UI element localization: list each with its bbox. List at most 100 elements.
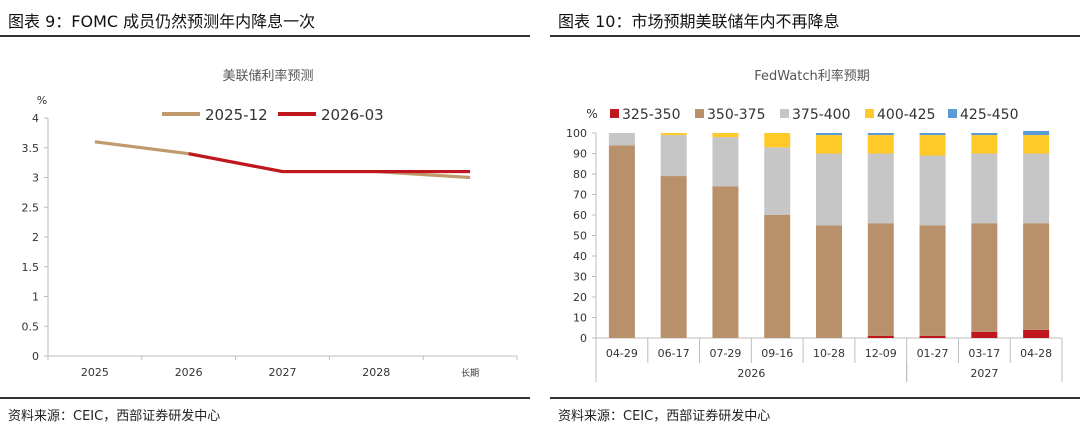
bar-legend-label: 375-400	[792, 107, 851, 123]
bar-chart-x-tick-label: 04-29	[606, 347, 638, 360]
line-chart-y-tick-label: 2	[32, 231, 39, 244]
bar-segment-325-350-12-09	[867, 335, 894, 338]
bar-chart-title: FedWatch利率预期	[754, 68, 870, 84]
right-figure-title: 图表 10：市场预期美联储年内不再降息	[558, 12, 840, 31]
line-chart-y-tick-label: 2.5	[22, 201, 40, 214]
bar-segment-350-375-01-27	[919, 225, 946, 336]
right-source-note: 资料来源：CEIC，西部证券研发中心	[558, 409, 771, 424]
line-legend-label: 2025-12	[205, 106, 268, 124]
left-source-note: 资料来源：CEIC，西部证券研发中心	[8, 409, 221, 424]
bar-segment-425-450-10-28	[816, 133, 842, 136]
bar-segment-425-450-12-09	[867, 133, 894, 136]
bar-segment-350-375-09-16	[764, 215, 791, 338]
bar-chart-y-tick-label: 50	[573, 230, 587, 243]
bar-segment-350-375-06-17	[660, 176, 687, 338]
bar-segment-400-425-12-09	[867, 135, 894, 154]
bar-chart-y-tick-label: 100	[566, 127, 587, 140]
bar-segment-425-450-03-17	[971, 133, 998, 136]
bar-chart-y-tick-label: 0	[580, 332, 587, 345]
line-chart-x-tick-label: 长期	[461, 367, 479, 379]
line-series-2026-03	[188, 152, 471, 174]
line-chart-x-tick-label: 2025	[81, 366, 109, 379]
left-figure-panel: 图表 9：FOMC 成员仍然预测年内降息一次 美联储利率预测 % 0 0.5 1 1.…	[0, 0, 530, 432]
line-chart-y-tick-label: 3.5	[22, 142, 40, 155]
bar-legend-label: 425-450	[960, 107, 1019, 123]
bar-segment-375-400-07-29	[712, 137, 739, 187]
bar-chart-year-label: 2026	[737, 367, 765, 380]
line-chart-ylabel: %	[37, 94, 47, 107]
bar-chart-ylabel: %	[586, 107, 597, 121]
right-bottom-rule	[550, 397, 1080, 399]
bar-legend-swatch	[865, 109, 874, 118]
bar-chart-x-tick-label: 01-27	[917, 347, 949, 360]
bar-chart-y-tick-label: 90	[573, 148, 587, 161]
bar-segment-400-425-01-27	[919, 135, 946, 156]
line-chart-y-tick-label: 3	[32, 172, 39, 185]
line-chart-title: 美联储利率预测	[222, 68, 313, 84]
line-legend-label: 2026-03	[321, 106, 384, 124]
bar-segment-375-400-06-17	[660, 135, 687, 177]
bar-segment-350-375-03-17	[971, 223, 998, 332]
right-top-rule	[550, 35, 1080, 37]
bar-segment-375-400-04-29	[608, 133, 635, 146]
bar-segment-350-375-12-09	[867, 223, 894, 336]
bar-chart-x-tick-label: 09-16	[761, 347, 793, 360]
line-chart-x-tick-label: 2028	[362, 366, 390, 379]
bar-chart-y-tick-label: 20	[573, 291, 587, 304]
bar-chart-x-tick-label: 04-28	[1020, 347, 1052, 360]
bar-chart-x-tick-label: 07-29	[709, 347, 741, 360]
bar-chart-x-tick-label: 12-09	[865, 347, 897, 360]
line-chart-x-tick-label: 2027	[269, 366, 297, 379]
bar-segment-375-400-09-16	[764, 147, 791, 215]
bar-legend-swatch	[610, 109, 619, 118]
left-figure-title: 图表 9：FOMC 成员仍然预测年内降息一次	[8, 12, 316, 31]
line-chart-x-tick-label: 2026	[175, 366, 203, 379]
bar-chart-y-tick-label: 60	[573, 209, 587, 222]
bar-legend-swatch	[948, 109, 957, 118]
bar-chart-x-tick-label: 06-17	[658, 347, 690, 360]
bar-segment-375-400-12-09	[867, 153, 894, 224]
bar-chart-y-tick-label: 30	[573, 271, 587, 284]
bar-legend-swatch	[780, 109, 789, 118]
bar-chart-x-tick-label: 03-17	[968, 347, 1000, 360]
bar-segment-325-350-03-17	[971, 331, 998, 338]
left-bottom-rule	[0, 397, 530, 399]
bar-segment-375-400-04-28	[1023, 153, 1050, 224]
bar-segment-400-425-06-17	[660, 133, 687, 136]
right-figure-panel: 图表 10：市场预期美联储年内不再降息 FedWatch利率预期 % 0 10 20…	[550, 0, 1080, 432]
bar-segment-350-375-04-28	[1023, 223, 1050, 330]
bar-segment-325-350-01-27	[919, 335, 946, 338]
bar-chart-y-tick-label: 10	[573, 312, 587, 325]
bar-legend-label: 400-425	[877, 107, 936, 123]
bar-segment-400-425-03-17	[971, 135, 998, 154]
bar-legend-swatch	[695, 109, 704, 118]
bar-segment-350-375-07-29	[712, 186, 739, 338]
bar-chart-y-tick-label: 70	[573, 189, 587, 202]
line-chart: 美联储利率预测 % 0 0.5 1 1.5 2 2.5 3 3.5 4 2025 2026 2027 2…	[22, 68, 518, 379]
bar-chart-x-tick-label: 10-28	[813, 347, 845, 360]
left-top-rule	[0, 35, 530, 37]
bar-segment-325-350-04-28	[1023, 329, 1050, 338]
bar-segment-425-450-01-27	[919, 133, 946, 136]
bar-segment-425-450-04-28	[1023, 130, 1050, 136]
line-chart-y-tick-label: 4	[32, 112, 39, 125]
line-chart-y-tick-label: 1	[32, 291, 39, 304]
bar-segment-375-400-10-28	[816, 153, 842, 226]
bar-chart-year-label: 2027	[970, 367, 998, 380]
line-chart-y-tick-label: 1.5	[22, 261, 40, 274]
bar-segment-375-400-01-27	[919, 155, 946, 226]
bar-segment-400-425-10-28	[816, 135, 842, 154]
bar-segment-400-425-09-16	[764, 133, 791, 148]
bar-segment-350-375-04-29	[608, 145, 635, 338]
line-chart-y-tick-label: 0	[32, 350, 39, 363]
bar-chart-y-tick-label: 80	[573, 168, 587, 181]
bar-segment-375-400-03-17	[971, 153, 998, 224]
line-chart-y-tick-label: 0.5	[22, 320, 40, 333]
bar-segment-350-375-10-28	[816, 225, 842, 338]
bar-chart-y-tick-label: 40	[573, 250, 587, 263]
bar-legend-label: 325-350	[622, 107, 681, 123]
bar-segment-400-425-07-29	[712, 133, 739, 138]
stacked-bar-chart: FedWatch利率预期 % 0 10 20 30 40 50 60 70 80 90 100 04-…	[566, 68, 1063, 382]
bar-segment-400-425-04-28	[1023, 135, 1050, 154]
bar-legend-label: 350-375	[707, 107, 766, 123]
